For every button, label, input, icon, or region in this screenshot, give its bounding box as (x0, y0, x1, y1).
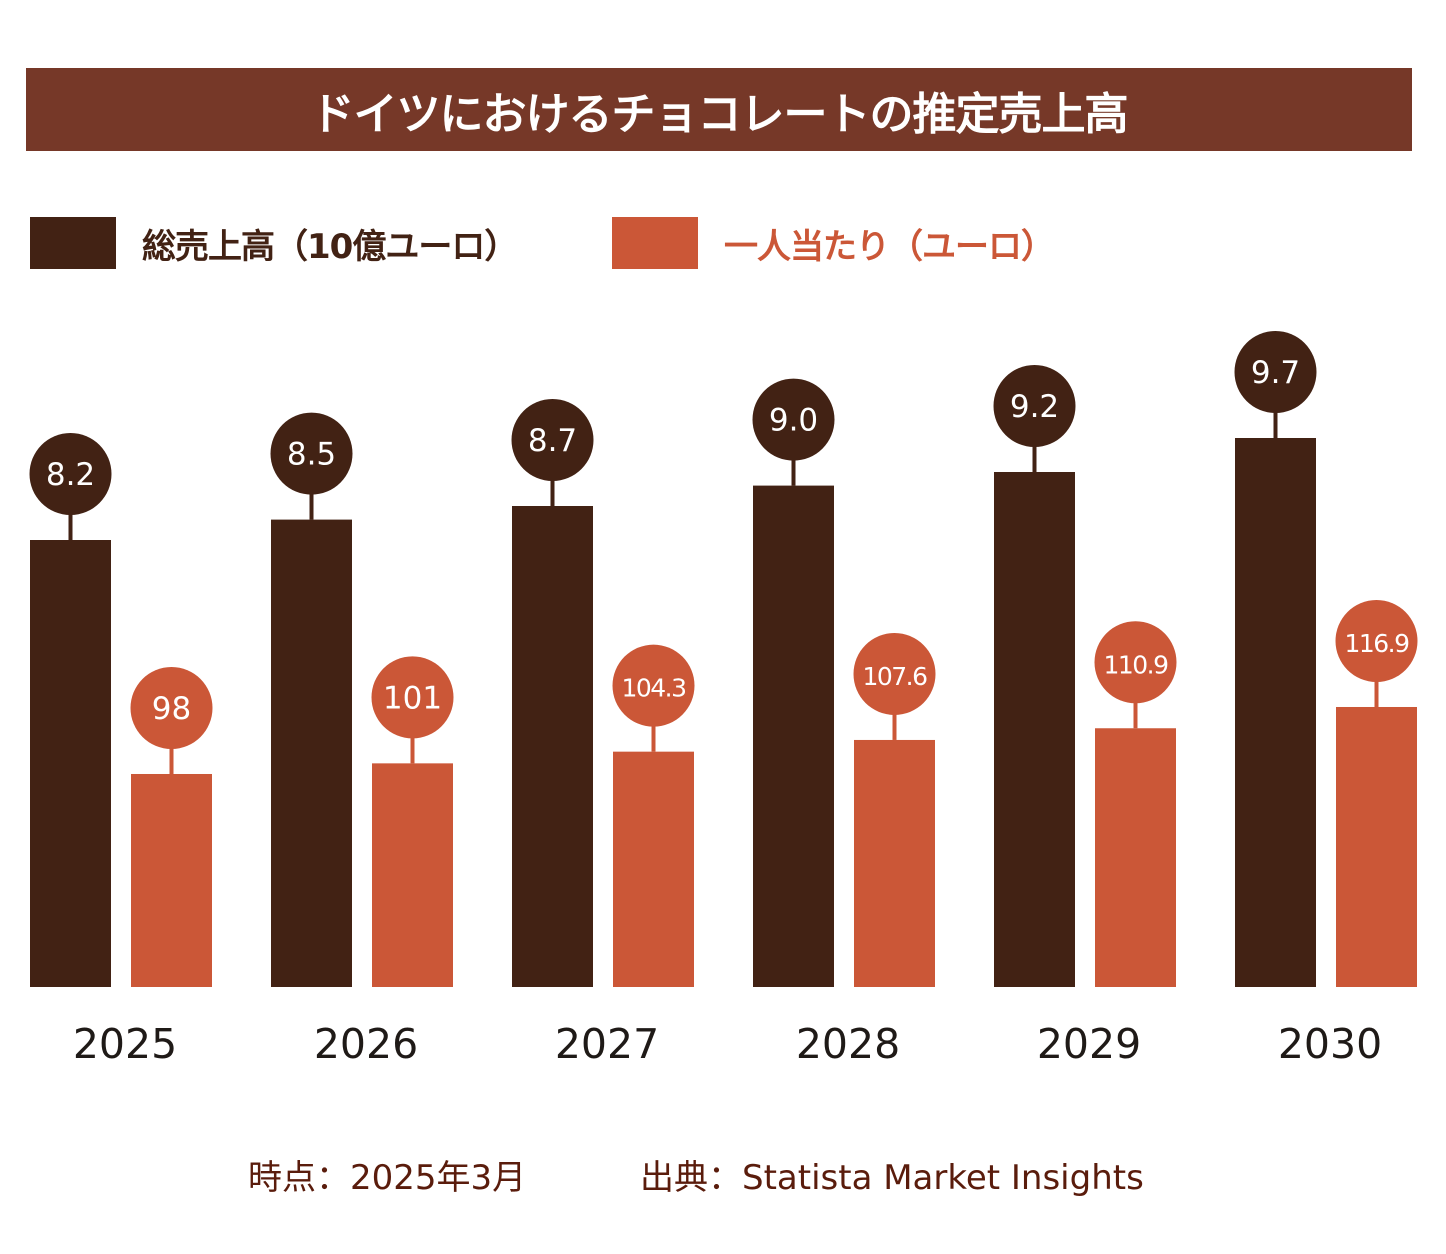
data-label: 9.7 (1251, 355, 1300, 391)
legend-swatch (612, 217, 698, 269)
x-tick-label: 2026 (314, 1020, 418, 1068)
bar-chart: 8.2 98 2025 8.5 101 2026 8.7 104.3 2027 9.0 107.6 2… (29, 331, 1418, 1068)
x-tick-label: 2029 (1037, 1020, 1141, 1068)
chart-title: ドイツにおけるチョコレートの推定売上高 (26, 68, 1412, 151)
label-bubble (130, 666, 213, 749)
bar-per-capita (1336, 706, 1417, 987)
bar-per-capita (1095, 728, 1176, 987)
bar-per-capita (131, 773, 212, 987)
data-label: 101 (383, 680, 442, 716)
data-label: 8.2 (46, 457, 95, 493)
bar-total-sales (994, 472, 1075, 987)
legend-item-total-sales: 総売上高（10億ユーロ） (30, 216, 518, 270)
bar-per-capita (613, 751, 694, 987)
data-label: 9.0 (769, 403, 818, 439)
label-bubble (511, 399, 594, 481)
label-bubble (371, 656, 454, 739)
data-label: 9.2 (1010, 389, 1059, 425)
footer-source: 出典：Statista Market Insights (640, 1158, 1144, 1198)
x-tick-label: 2025 (73, 1020, 177, 1068)
data-label: 107.6 (862, 662, 927, 691)
label-bubble (29, 433, 112, 515)
label-bubble (612, 644, 695, 727)
data-label: 116.9 (1344, 629, 1409, 658)
data-label: 98 (152, 691, 191, 727)
label-bubble (853, 632, 936, 715)
bar-total-sales (30, 540, 111, 987)
footer-date: 時点：2025年3月 (248, 1158, 527, 1198)
label-bubble (752, 378, 835, 461)
bar-total-sales (753, 485, 834, 987)
bar-total-sales (512, 506, 593, 987)
x-tick-label: 2027 (555, 1020, 659, 1068)
label-bubble (270, 412, 353, 495)
bar-total-sales (1235, 438, 1316, 987)
x-tick-label: 2030 (1278, 1020, 1382, 1068)
legend-label: 総売上高（10億ユーロ） (142, 226, 518, 267)
bar-per-capita (854, 739, 935, 987)
label-bubble (1094, 621, 1177, 704)
data-label: 110.9 (1103, 650, 1168, 679)
bar-per-capita (372, 763, 453, 987)
data-label: 104.3 (621, 674, 685, 703)
data-label: 8.5 (287, 437, 336, 473)
label-bubble (1335, 599, 1418, 682)
bar-total-sales (271, 519, 352, 987)
label-bubble (1234, 331, 1317, 413)
legend-swatch (30, 217, 116, 269)
legend-item-per-capita: 一人当たり（ユーロ） (612, 216, 1055, 270)
data-label: 8.7 (528, 423, 577, 459)
label-bubble (993, 365, 1076, 447)
legend-label: 一人当たり（ユーロ） (724, 226, 1055, 267)
x-tick-label: 2028 (796, 1020, 900, 1068)
